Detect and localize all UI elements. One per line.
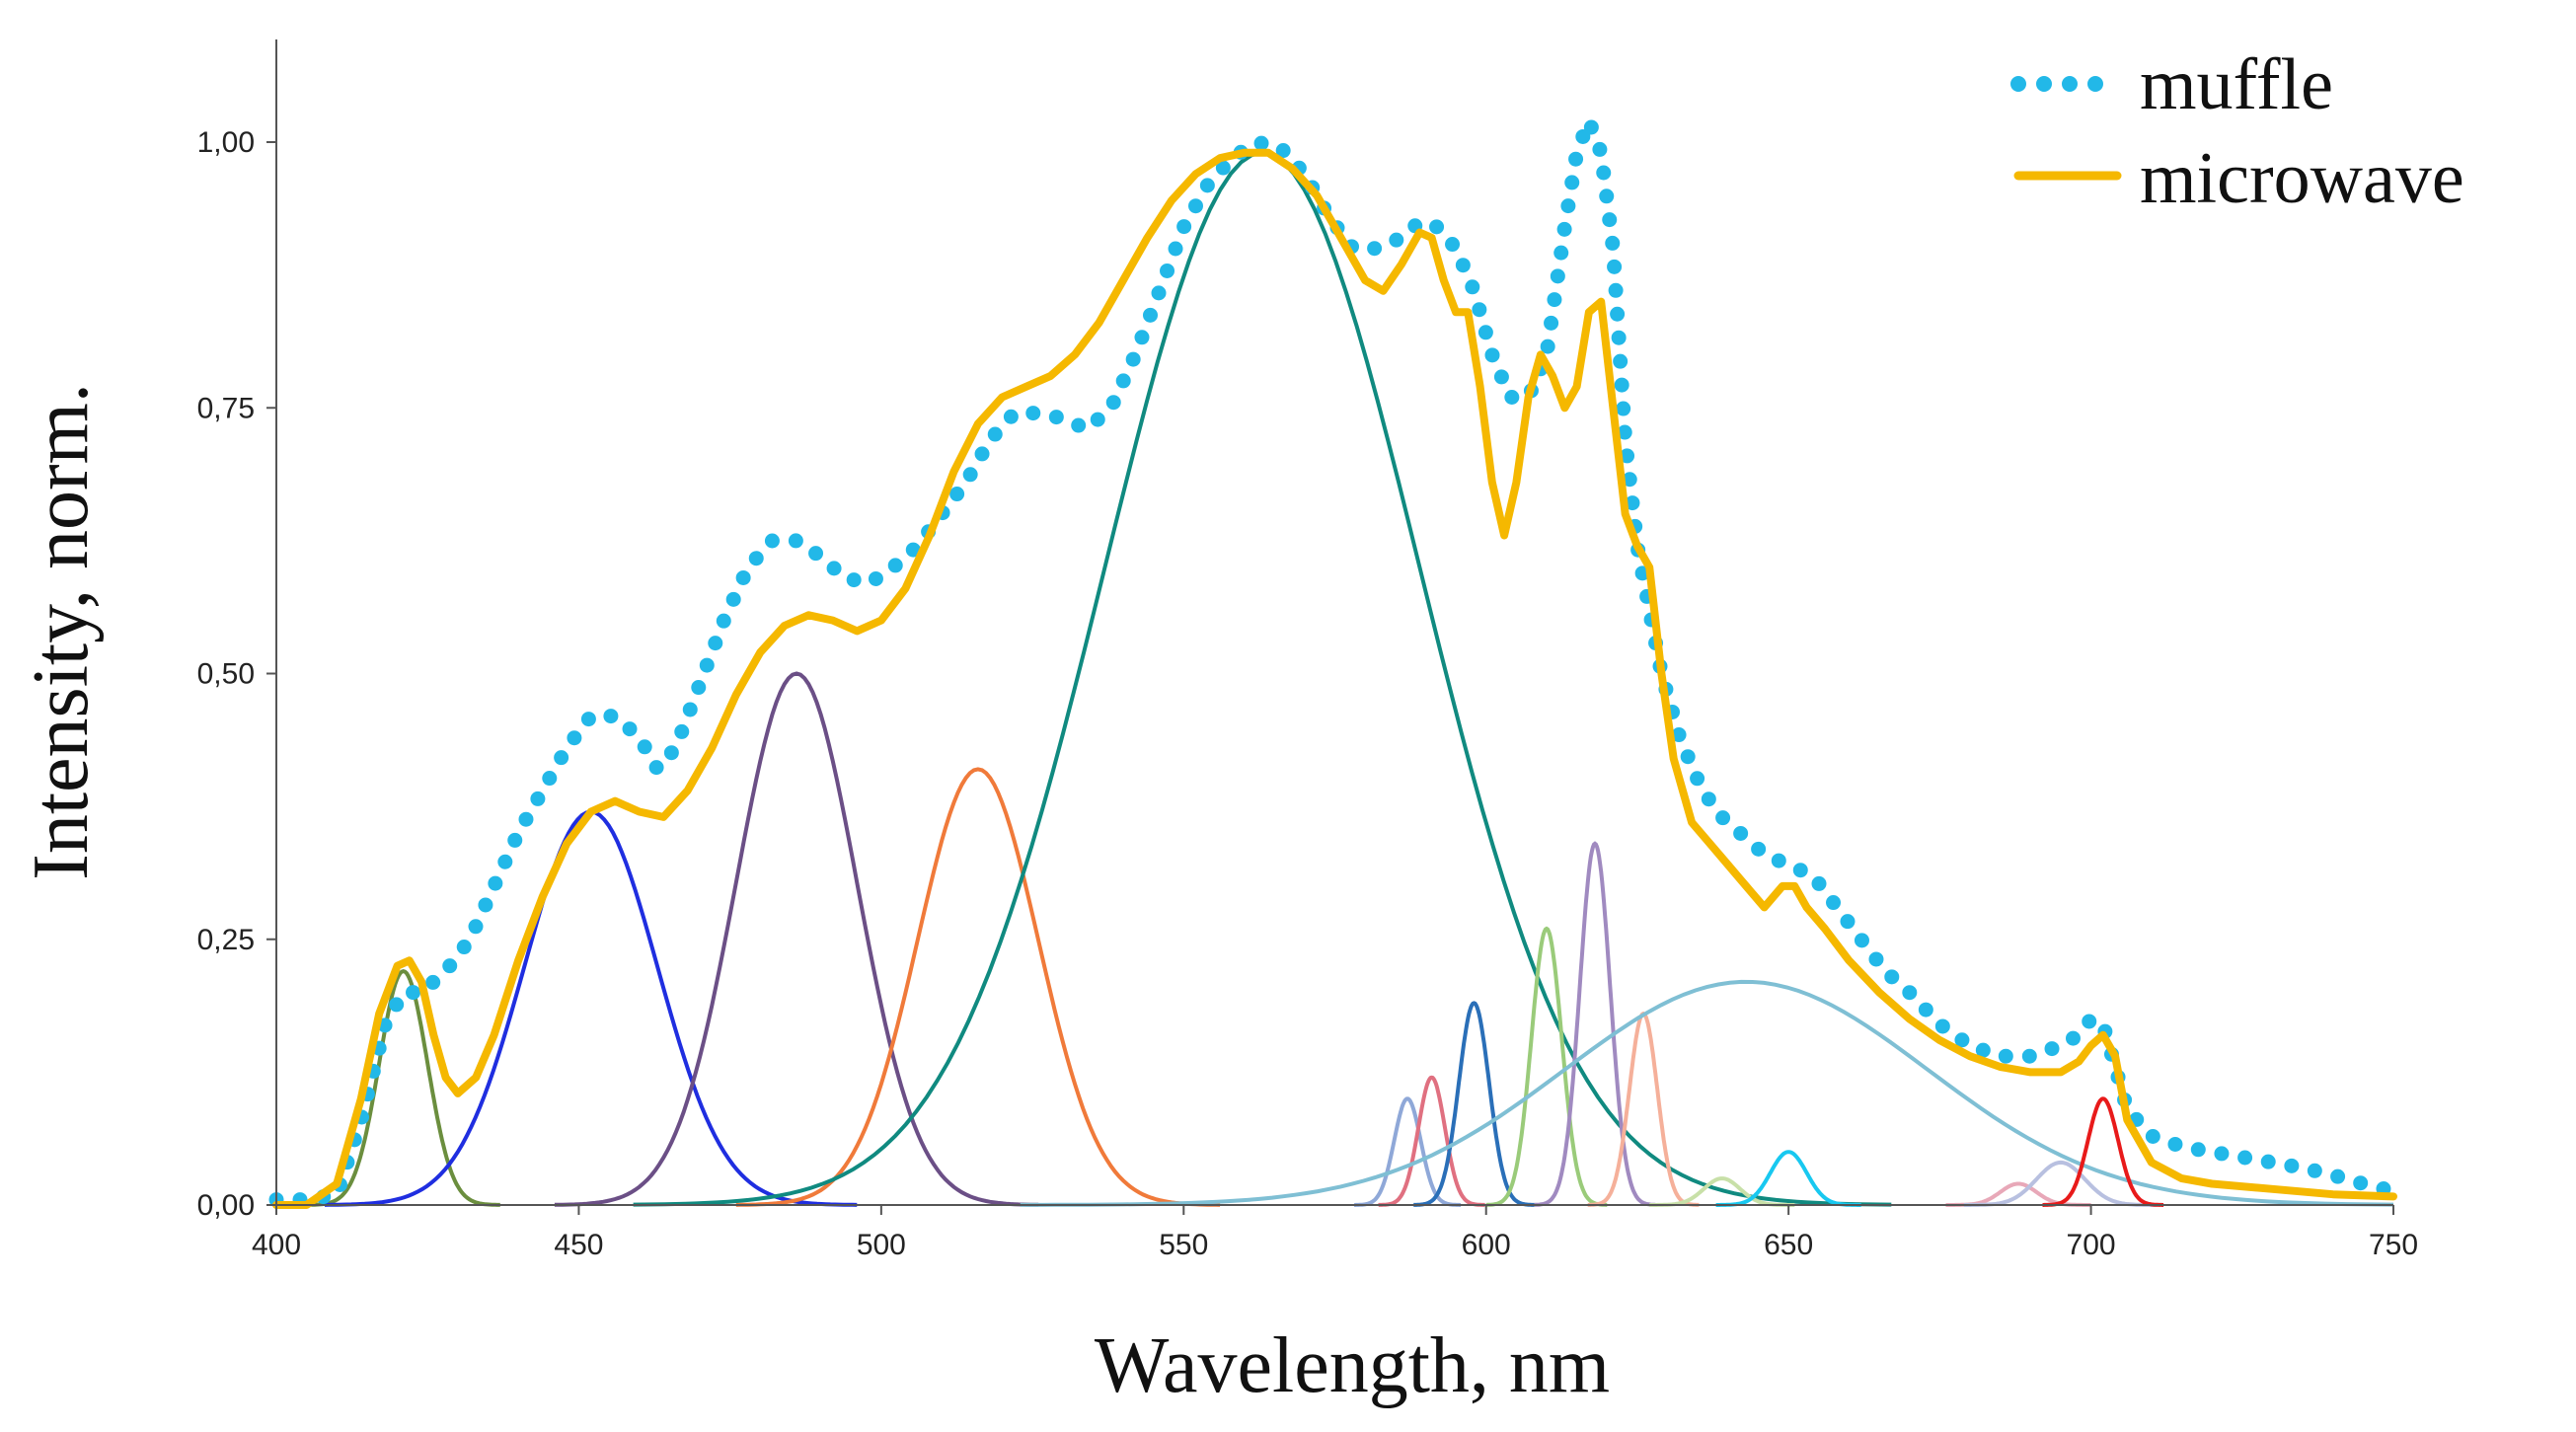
fit-component-curve (1963, 1160, 2158, 1207)
y-tick-label: 1,00 (197, 126, 255, 159)
fit-component-curve (2042, 1096, 2164, 1207)
x-tick-label: 600 (1462, 1229, 1511, 1261)
x-tick-label: 650 (1764, 1229, 1813, 1261)
y-tick-label: 0,50 (197, 658, 255, 691)
y-tick-label: 0,75 (197, 392, 255, 424)
legend-muffle-label: muffle (2140, 44, 2333, 125)
y-tick-label: 0,00 (197, 1189, 255, 1222)
series-line-muffle (268, 113, 2401, 1208)
fit-component-curve (1413, 1001, 1535, 1207)
fit-component-curve (735, 767, 1221, 1207)
fit-component-curve (1354, 1096, 1461, 1207)
fit-component-curve (306, 969, 500, 1207)
x-tick-label: 700 (2067, 1229, 2116, 1261)
x-tick-label: 450 (554, 1229, 603, 1261)
fit-component-curve (1020, 979, 2394, 1207)
legend: muffle microwave (2010, 44, 2464, 219)
y-tick-label: 0,25 (197, 924, 255, 956)
legend-microwave-label: microwave (2140, 138, 2464, 219)
y-ticks: 0,00 0,25 0,50 0,75 1,00 (197, 126, 276, 1222)
series-line-microwave (272, 148, 2397, 1209)
axes (275, 39, 2393, 1206)
fitted-components (306, 150, 2394, 1207)
x-ticks: 400 450 500 550 600 650 700 750 (252, 1205, 2418, 1261)
y-axis-title: Intensity, norm. (18, 383, 105, 880)
x-tick-label: 750 (2369, 1229, 2418, 1261)
fit-component-curve (1534, 841, 1656, 1207)
fit-component-curve (633, 150, 1892, 1207)
fit-component-curve (1378, 1075, 1485, 1207)
x-tick-label: 550 (1159, 1229, 1208, 1261)
series-lines (268, 113, 2401, 1209)
x-tick-label: 500 (857, 1229, 906, 1261)
fit-component-curve (554, 671, 1039, 1207)
fit-component-curve (324, 809, 858, 1207)
fit-component-curve (1715, 1150, 1861, 1207)
fit-component-curve (1485, 926, 1608, 1207)
x-axis-title: Wavelength, nm (1095, 1322, 1610, 1409)
x-tick-label: 400 (252, 1229, 301, 1261)
